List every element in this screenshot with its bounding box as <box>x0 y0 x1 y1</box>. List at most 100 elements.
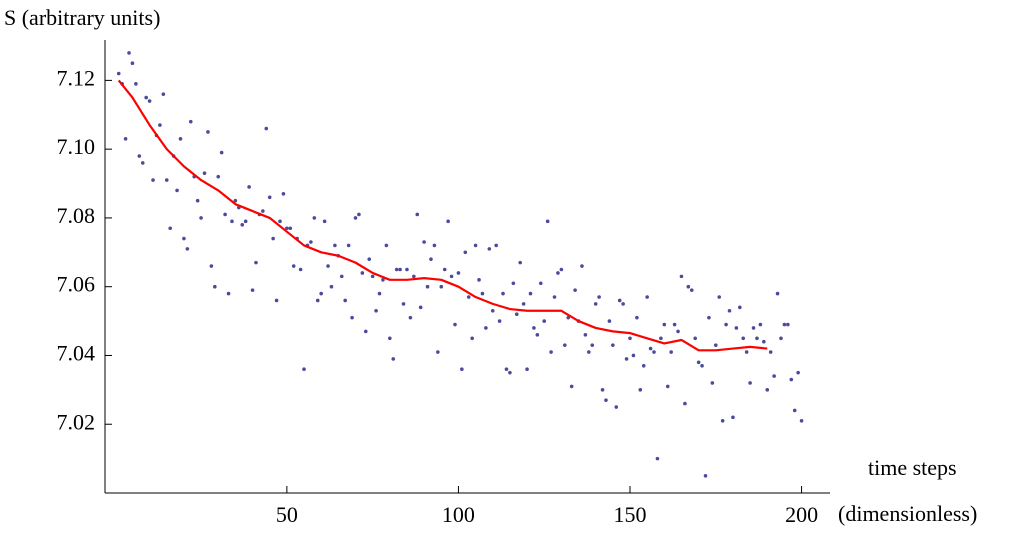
data-point <box>762 339 766 344</box>
data-point <box>786 322 790 327</box>
data-point <box>247 185 251 189</box>
data-point <box>408 315 413 320</box>
data-point <box>254 260 258 265</box>
data-point <box>604 398 608 402</box>
data-point <box>230 219 234 224</box>
data-point <box>168 226 172 231</box>
data-point <box>302 367 306 372</box>
data-point <box>209 264 214 268</box>
data-point <box>137 154 142 158</box>
data-point <box>600 388 605 392</box>
data-point <box>418 305 423 310</box>
data-point <box>456 271 461 275</box>
data-point <box>703 474 708 478</box>
data-point <box>590 343 595 347</box>
data-point <box>614 405 619 409</box>
data-point <box>535 333 540 337</box>
data-point <box>243 219 248 224</box>
data-point <box>744 350 749 354</box>
y-axis-label: S (arbitrary units) <box>4 5 160 30</box>
data-point <box>779 336 783 341</box>
data-point <box>391 357 396 361</box>
data-point <box>473 243 478 248</box>
data-point <box>343 298 347 303</box>
data-point <box>693 336 697 341</box>
data-point <box>219 150 224 155</box>
data-point <box>422 240 426 244</box>
data-point <box>696 360 701 365</box>
data-point <box>223 212 227 217</box>
x-tick-label: 50 <box>276 502 298 527</box>
data-point <box>755 336 759 341</box>
data-point <box>363 329 368 334</box>
data-point <box>312 216 317 220</box>
data-point <box>775 291 780 296</box>
data-point <box>213 284 217 289</box>
data-point <box>549 350 553 354</box>
data-point <box>772 374 776 378</box>
data-point <box>360 271 365 275</box>
data-point <box>233 198 238 203</box>
data-point <box>672 322 677 327</box>
data-point <box>545 219 550 224</box>
trend-line <box>117 79 768 352</box>
data-point <box>501 291 505 296</box>
data-point <box>329 284 334 289</box>
data-point <box>710 381 715 385</box>
x-tick-label: 200 <box>785 502 818 527</box>
data-point <box>713 343 718 347</box>
data-point <box>593 302 598 306</box>
data-point <box>789 377 794 382</box>
data-point <box>751 326 756 330</box>
data-point <box>199 216 203 220</box>
data-point <box>720 418 725 423</box>
data-point <box>436 350 440 354</box>
data-point <box>511 281 516 286</box>
data-point <box>700 363 704 368</box>
data-point <box>216 174 221 179</box>
data-point <box>271 236 275 241</box>
data-point <box>195 198 200 203</box>
data-point <box>792 408 797 413</box>
data-point <box>322 219 327 224</box>
data-point <box>734 326 739 330</box>
data-point <box>580 264 584 268</box>
data-point <box>727 308 732 313</box>
data-point <box>384 243 389 248</box>
data-point <box>425 284 430 289</box>
data-point <box>394 267 399 272</box>
data-point <box>758 322 763 327</box>
data-point <box>333 243 337 248</box>
data-point <box>676 329 680 334</box>
data-point <box>116 71 121 76</box>
data-point <box>611 343 615 347</box>
data-point <box>182 236 186 241</box>
x-tick-label: 150 <box>614 502 647 527</box>
data-point <box>439 284 444 289</box>
y-tick-label: 7.04 <box>57 341 96 366</box>
x-axis-label: time steps <box>868 455 957 480</box>
data-point <box>285 226 289 231</box>
data-point <box>460 367 464 372</box>
data-point <box>525 367 529 372</box>
data-point <box>339 274 344 279</box>
y-tick-label: 7.10 <box>57 134 96 159</box>
data-point <box>665 384 670 389</box>
data-point <box>645 295 649 299</box>
data-point <box>628 336 632 341</box>
data-point <box>799 418 804 423</box>
data-point <box>367 257 372 261</box>
data-point <box>514 312 519 317</box>
data-point <box>147 99 152 103</box>
data-point <box>607 319 612 323</box>
data-point <box>635 315 639 320</box>
data-point <box>518 260 522 265</box>
data-point <box>346 243 351 248</box>
data-point <box>686 284 691 289</box>
data-point <box>350 315 354 320</box>
data-point <box>175 188 179 193</box>
data-point <box>370 274 375 279</box>
data-point <box>504 367 509 372</box>
data-point <box>563 343 567 347</box>
data-point <box>401 302 406 306</box>
